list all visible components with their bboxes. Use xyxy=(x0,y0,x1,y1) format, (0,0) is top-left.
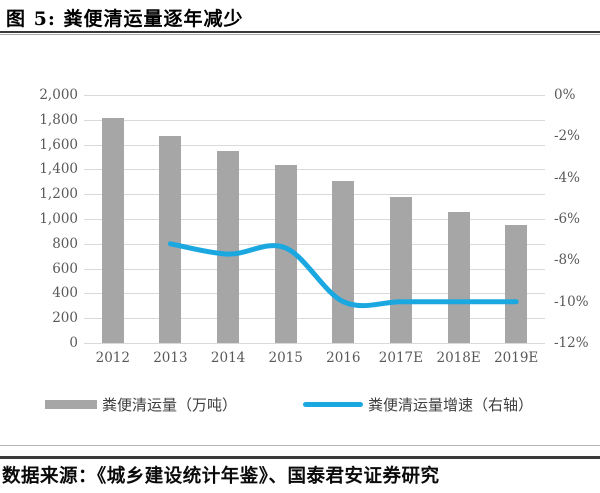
left-axis-tick: 2,000 xyxy=(39,87,78,103)
left-axis-tick: 1,200 xyxy=(39,186,78,203)
x-axis-tick-2018E: 2018E xyxy=(436,350,481,366)
bar-2013 xyxy=(159,135,182,343)
right-axis-tick: -6% xyxy=(554,211,580,227)
x-axis-tick-2012: 2012 xyxy=(95,350,130,366)
title-divider xyxy=(0,31,600,35)
x-axis-tick-2019E: 2019E xyxy=(494,350,539,366)
gridline xyxy=(84,144,545,146)
left-axis-tick: 1,800 xyxy=(39,111,78,128)
legend-line-swatch xyxy=(303,402,363,407)
right-axis-tick: 0% xyxy=(554,87,576,103)
right-axis-tick: -2% xyxy=(554,128,580,145)
left-axis-tick: 800 xyxy=(52,235,78,252)
figure-title: 图 5: 粪便清运量逐年减少 xyxy=(6,8,244,30)
bar-2015 xyxy=(274,164,297,343)
bar-2016 xyxy=(332,181,355,343)
bar-2019E xyxy=(505,225,528,343)
gridline xyxy=(84,95,545,96)
gridline xyxy=(84,219,545,220)
bar-2014 xyxy=(217,151,240,343)
left-axis-tick: 0 xyxy=(69,335,78,351)
footer-thick-divider xyxy=(0,456,600,459)
gridline xyxy=(84,194,545,196)
right-axis-tick: -10% xyxy=(554,293,589,310)
bar-2012 xyxy=(101,118,124,343)
x-axis-tick-2017E: 2017E xyxy=(378,350,423,366)
gridline xyxy=(84,243,545,245)
left-axis-tick: 1,400 xyxy=(39,161,78,178)
bar-2018E xyxy=(447,211,470,343)
right-axis-tick: -4% xyxy=(554,169,580,186)
footer-thin-divider xyxy=(0,445,600,446)
left-axis-tick: 1,600 xyxy=(39,136,78,153)
x-axis-tick-2014: 2014 xyxy=(210,350,246,366)
legend-bar-swatch xyxy=(45,400,97,409)
right-axis-tick: -12% xyxy=(554,335,589,351)
x-axis-tick-2015: 2015 xyxy=(268,350,303,366)
gridline xyxy=(84,119,545,121)
bar-2017E xyxy=(389,197,412,343)
left-axis-tick: 1,000 xyxy=(39,211,78,227)
gridline xyxy=(84,169,545,171)
legend-label-growth: 粪便清运量增速（右轴） xyxy=(368,396,534,414)
left-axis-tick: 400 xyxy=(52,285,78,302)
gridline xyxy=(84,343,545,344)
gridline xyxy=(84,318,545,320)
legend-label-volume: 粪便清运量（万吨） xyxy=(102,396,238,414)
x-axis-tick-2013: 2013 xyxy=(153,350,188,366)
left-axis-tick: 200 xyxy=(52,310,78,327)
gridline xyxy=(84,268,545,270)
data-source-note: 数据来源：《城乡建设统计年鉴》、国泰君安证券研究 xyxy=(2,466,440,487)
right-axis-tick: -8% xyxy=(554,252,580,269)
x-axis-tick-2016: 2016 xyxy=(326,350,361,366)
chart-plot-area xyxy=(84,95,545,344)
left-axis-tick: 600 xyxy=(52,260,78,277)
gridline xyxy=(84,293,545,295)
